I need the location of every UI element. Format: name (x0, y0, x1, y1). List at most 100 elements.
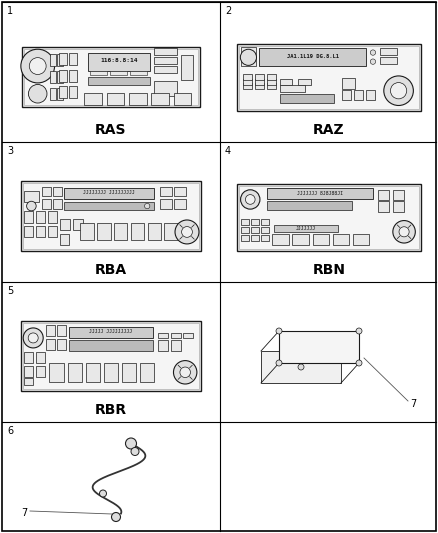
Bar (240, 186, 419, 249)
Bar (69, 86, 77, 98)
Circle shape (356, 360, 362, 366)
Bar (80, 222, 94, 240)
Bar (21, 47, 200, 107)
Bar (241, 235, 249, 241)
Bar (24, 49, 198, 105)
Circle shape (390, 83, 407, 99)
Bar (130, 71, 147, 75)
Bar (251, 219, 259, 225)
Bar (21, 321, 201, 391)
Text: 3: 3 (7, 146, 13, 156)
Bar (67, 363, 82, 382)
Bar (60, 220, 70, 230)
Bar (267, 83, 276, 89)
Circle shape (28, 333, 38, 343)
Bar (22, 183, 199, 249)
Circle shape (240, 190, 260, 209)
Bar (181, 54, 193, 80)
Bar (154, 48, 177, 55)
Bar (48, 225, 57, 237)
Bar (298, 78, 311, 85)
Text: 4: 4 (225, 146, 231, 156)
Bar (53, 187, 62, 196)
Circle shape (23, 328, 43, 348)
Text: 116:8.8:14: 116:8.8:14 (100, 59, 138, 63)
Bar (36, 352, 45, 363)
Bar (158, 340, 168, 351)
Text: JJJJJJJ: JJJJJJJ (296, 226, 316, 231)
Bar (84, 93, 102, 104)
Bar (241, 47, 256, 66)
Bar (69, 53, 77, 66)
Bar (59, 53, 67, 66)
Bar (53, 199, 62, 209)
Bar (49, 54, 56, 66)
Circle shape (384, 76, 413, 106)
Bar (251, 227, 259, 233)
Circle shape (182, 227, 192, 237)
Circle shape (131, 448, 139, 456)
Bar (57, 71, 63, 83)
Bar (114, 222, 127, 240)
Circle shape (27, 201, 36, 211)
Bar (106, 93, 124, 104)
Bar (279, 94, 335, 103)
Bar (154, 81, 177, 96)
Polygon shape (261, 351, 341, 383)
Bar (380, 58, 397, 64)
Bar (49, 363, 64, 382)
Bar (184, 333, 193, 338)
Bar (59, 70, 67, 82)
Circle shape (276, 328, 282, 334)
Polygon shape (279, 331, 359, 363)
Text: JA1.1L19 DG.8.L1: JA1.1L19 DG.8.L1 (286, 54, 339, 59)
Bar (243, 74, 252, 80)
Bar (259, 48, 366, 66)
Bar (171, 340, 180, 351)
Bar (64, 188, 155, 199)
Circle shape (298, 364, 304, 370)
Bar (255, 83, 264, 89)
Bar (24, 366, 33, 377)
Bar (57, 54, 63, 66)
Bar (261, 235, 269, 241)
Bar (293, 235, 309, 245)
Circle shape (240, 49, 257, 66)
Circle shape (356, 328, 362, 334)
Bar (57, 325, 66, 336)
Bar (174, 187, 186, 196)
Text: RAS: RAS (95, 123, 127, 137)
Bar (393, 201, 404, 212)
Bar (342, 78, 355, 89)
Bar (154, 66, 177, 74)
Bar (171, 333, 180, 338)
Bar (160, 187, 172, 196)
Circle shape (28, 85, 47, 103)
Bar (267, 78, 276, 85)
Bar (380, 49, 397, 55)
Circle shape (399, 227, 409, 237)
Bar (36, 366, 45, 377)
Bar (313, 235, 329, 245)
Text: JJJJJ JJJJJJJJJ: JJJJJ JJJJJJJJJ (89, 329, 133, 334)
Bar (46, 325, 55, 336)
Bar (272, 235, 289, 245)
Bar (261, 219, 269, 225)
Bar (69, 340, 152, 351)
Text: JJJJJJJ 8J8J88JI: JJJJJJJ 8J8J88JI (297, 190, 343, 196)
Circle shape (173, 361, 197, 384)
Bar (24, 352, 33, 363)
Bar (24, 191, 39, 202)
Bar (88, 53, 150, 71)
Bar (89, 71, 107, 75)
Bar (251, 235, 259, 241)
Bar (274, 225, 338, 232)
Text: RBR: RBR (95, 403, 127, 417)
Circle shape (29, 58, 46, 75)
Bar (279, 78, 293, 85)
Circle shape (99, 490, 106, 497)
Text: RBA: RBA (95, 263, 127, 277)
Bar (59, 86, 67, 98)
Bar (22, 323, 199, 389)
Bar (122, 363, 136, 382)
